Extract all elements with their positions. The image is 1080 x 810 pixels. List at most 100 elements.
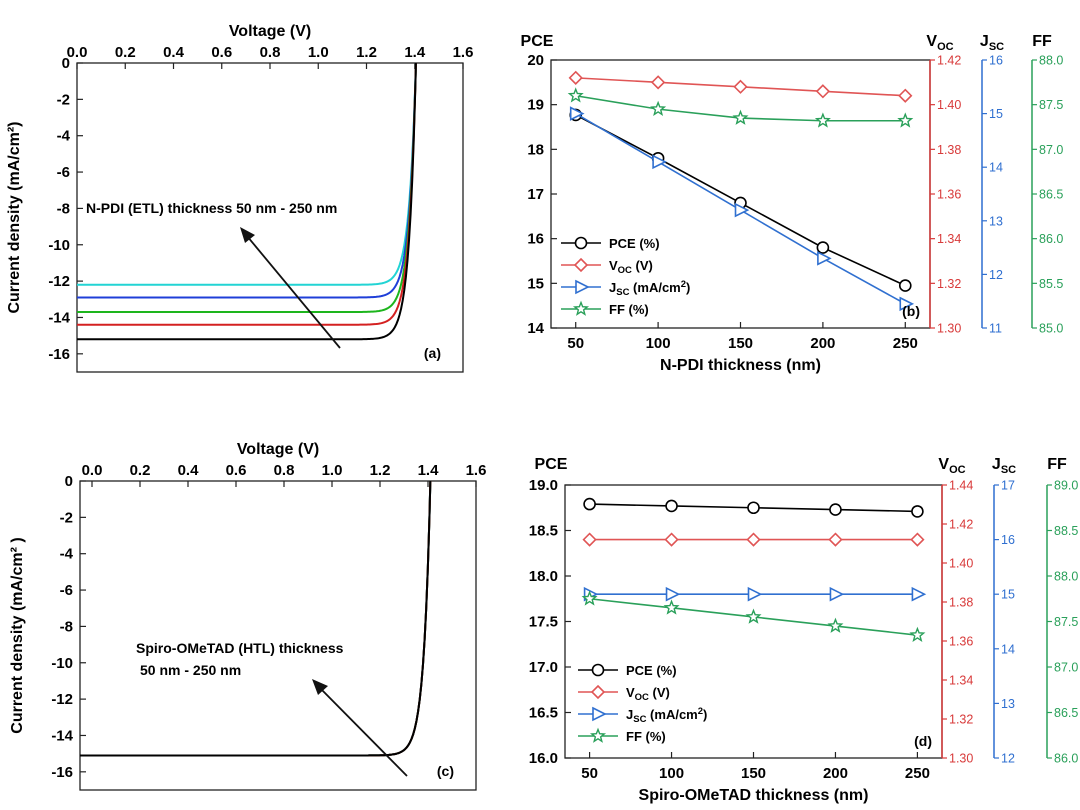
y-tick-label-jsc: 14 [1001, 642, 1015, 656]
axis-title-jsc: JSC [992, 456, 1016, 476]
y-tick-label-ff: 86.0 [1039, 232, 1063, 246]
y-tick-label-ff: 87.5 [1054, 615, 1078, 629]
series-marker-voc [746, 532, 761, 547]
series-marker-pce [898, 279, 912, 292]
series-marker-pce [829, 503, 842, 516]
series-marker-pce [816, 241, 830, 254]
y-tick-label-voc: 1.36 [949, 635, 973, 649]
y-tick-label: -12 [48, 273, 70, 290]
x-tick-label: 100 [659, 765, 684, 782]
y-tick-label-voc: 1.38 [949, 596, 973, 610]
x-axis-title: N-PDI thickness (nm) [660, 357, 821, 374]
series-marker-ff [897, 112, 914, 128]
x-tick-label: 150 [728, 335, 753, 352]
y-tick-label-jsc: 14 [989, 161, 1003, 175]
x-tick-label: 50 [567, 335, 584, 352]
legend-sup: 2 [698, 706, 703, 717]
legend-text: J [609, 280, 616, 295]
legend-text: (V) [649, 685, 670, 700]
series-marker-voc [733, 79, 748, 94]
y-tick-label-ff: 88.0 [1054, 570, 1078, 584]
panel-a-jv-etl: 0.0 0.2 0.4 0.6 0.8 1.0 1.2 1.4 1.6 0 -2 -4 -6 -8 -10 -… [6, 23, 474, 373]
legend-text: ) [703, 707, 707, 722]
axis-title-sub: SC [989, 41, 1004, 53]
x-tick-label: 1.6 [466, 462, 487, 479]
x-tick-label: 100 [646, 335, 671, 352]
axis-title-main: V [938, 456, 949, 473]
series-marker-ff [814, 112, 831, 128]
annotation-arrow-shaft [246, 235, 341, 349]
legend-label: JSC (mA/cm2) [609, 279, 690, 298]
plot-frame [564, 484, 943, 759]
annotation-arrow-head [312, 679, 328, 695]
y-tick-label-jsc: 12 [1001, 752, 1015, 766]
axis-title-ff: FF [1047, 456, 1067, 473]
plot-frame [79, 480, 477, 791]
y-tick-label-pce: 19.0 [529, 477, 558, 494]
y-tick-label: -12 [51, 691, 73, 708]
y-tick-label: -4 [60, 546, 74, 563]
y-tick-label-voc: 1.30 [937, 322, 961, 336]
y-tick-label-pce: 18.5 [529, 523, 558, 540]
legend-label: VOC (V) [626, 685, 670, 703]
legend-sup: 2 [681, 279, 686, 290]
y-tick-label-pce: 18 [527, 141, 544, 158]
jv-curve-150nm [77, 63, 417, 314]
legend-text: PCE (%) [626, 663, 677, 678]
series-marker-pce [747, 501, 760, 515]
panel-label: (a) [424, 345, 441, 361]
curves [77, 63, 417, 341]
y-tick-label-jsc: 13 [1001, 697, 1015, 711]
legend-marker [573, 257, 589, 273]
legend-text: (mA/cm [646, 707, 697, 722]
y-tick-label: -14 [48, 309, 70, 326]
series-marker-pce [583, 497, 596, 511]
x-tick-label: 0.2 [115, 44, 136, 61]
annotation-line-1: Spiro-OMeTAD (HTL) thickness [136, 640, 344, 656]
axis-title-main: PCE [535, 456, 568, 473]
axis-title-sub: OC [937, 41, 954, 53]
y-tick-label-pce: 16 [527, 231, 544, 248]
legend-label: FF (%) [609, 302, 649, 317]
y-tick-label-jsc: 15 [1001, 588, 1015, 602]
series-marker-jsc [747, 586, 763, 602]
series-marker-jsc [734, 202, 750, 218]
y-tick-label-ff: 87.5 [1039, 98, 1063, 112]
legend-label: PCE (%) [626, 663, 677, 678]
x-tick-label: 1.4 [418, 462, 440, 479]
legend-text: PCE (%) [609, 236, 660, 251]
y-tick-label-ff: 88.0 [1039, 54, 1063, 68]
y-tick-label: -8 [57, 200, 70, 217]
y-tick-label-pce: 17 [527, 186, 544, 203]
axis-title-jsc: JSC [980, 33, 1004, 53]
y-tick-label: -6 [57, 164, 70, 181]
y-tick-label-pce: 18.0 [529, 568, 558, 585]
panel-label: (d) [914, 733, 932, 749]
x-tick-label: 150 [741, 765, 766, 782]
x-tick-label: 1.4 [404, 44, 426, 61]
series-marker-voc [582, 532, 597, 547]
legend-text: FF (%) [626, 729, 666, 744]
x-tick-label: 1.2 [356, 44, 377, 61]
series-marker-jsc [817, 251, 832, 266]
y-tick-label: -2 [60, 509, 73, 526]
y-axis-title: Current density (mA/cm² ) [9, 537, 26, 733]
series-marker-jsc [652, 154, 667, 170]
x-tick-label: 1.0 [308, 44, 329, 61]
legend-label: VOC (V) [609, 258, 653, 276]
legend-sub: SC [633, 714, 646, 725]
x-tick-label: 1.6 [453, 44, 474, 61]
annotation-arrow-head [240, 227, 255, 243]
y-tick-label-ff: 89.0 [1054, 479, 1078, 493]
y-tick-label-voc: 1.36 [937, 188, 961, 202]
y-tick-label-pce: 20 [527, 52, 544, 69]
series-marker-voc [910, 532, 925, 547]
panel-d-params-htl: 50 100 150 200 250 Spiro-OMeTAD thickness (nm… [529, 456, 1079, 804]
y-tick-label: -4 [57, 128, 71, 145]
legend-marker [574, 236, 588, 250]
y-tick-label: 0 [62, 55, 70, 72]
x-tick-label: 0.6 [226, 462, 247, 479]
x-tick-label: 50 [581, 765, 598, 782]
series-marker-voc [898, 88, 913, 103]
